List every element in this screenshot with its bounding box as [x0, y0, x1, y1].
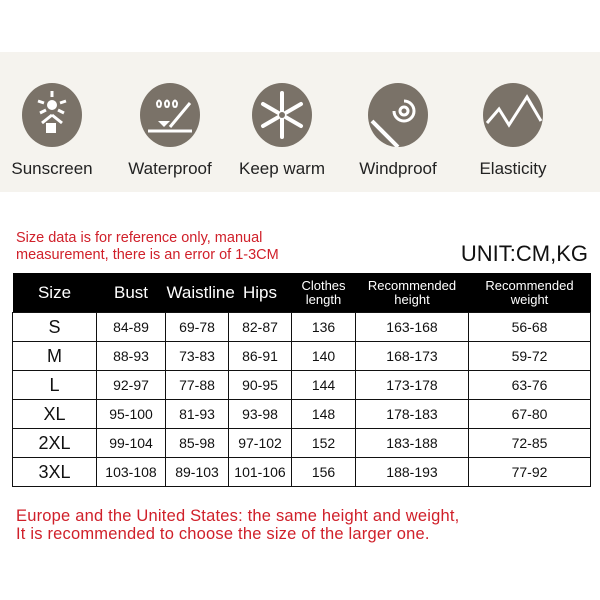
size-table: Size Bust Waistline Hips Clothes length Recom…: [12, 273, 591, 487]
elasticity-icon: [483, 83, 543, 147]
table-cell: 95-100: [96, 399, 166, 429]
table-cell: 77-92: [468, 457, 591, 487]
table-cell: 69-78: [165, 312, 229, 342]
table-cell: 93-98: [228, 399, 292, 429]
feature-windproof: Windproof: [343, 83, 453, 179]
table-cell: 92-97: [96, 370, 166, 400]
feature-label: Sunscreen: [11, 159, 93, 178]
table-cell: 90-95: [228, 370, 292, 400]
table-cell: 84-89: [96, 312, 166, 342]
reference-note: Size data is for reference only, manual …: [16, 230, 279, 264]
sunscreen-icon: [22, 83, 82, 147]
note-line: measurement, there is an error of 1-3CM: [16, 247, 279, 263]
table-cell: 101-106: [228, 457, 292, 487]
table-row: M 88-93 73-83 86-91 140 168-173 59-72: [12, 341, 591, 371]
table-cell: 97-102: [228, 428, 292, 458]
feature-label: Elasticity: [479, 159, 547, 178]
table-cell: 163-168: [355, 312, 469, 342]
size-cell: 2XL: [12, 428, 97, 458]
table-cell: 72-85: [468, 428, 591, 458]
table-cell: 73-83: [165, 341, 229, 371]
column-header: Recommended height: [355, 273, 469, 313]
table-row: 3XL 103-108 89-103 101-106 156 188-193 77-92: [12, 457, 591, 487]
table-cell: 81-93: [165, 399, 229, 429]
feature-label: Windproof: [359, 159, 437, 178]
table-row: XL 95-100 81-93 93-98 148 178-183 67-80: [12, 399, 591, 429]
table-cell: 85-98: [165, 428, 229, 458]
table-cell: 89-103: [165, 457, 229, 487]
table-cell: 82-87: [228, 312, 292, 342]
size-cell: S: [12, 312, 97, 342]
table-cell: 173-178: [355, 370, 469, 400]
column-header: Bust: [96, 273, 166, 313]
table-cell: 77-88: [165, 370, 229, 400]
feature-waterproof: Waterproof: [115, 83, 225, 179]
size-cell: XL: [12, 399, 97, 429]
table-cell: 56-68: [468, 312, 591, 342]
table-cell: 86-91: [228, 341, 292, 371]
column-header: Hips: [228, 273, 292, 313]
feature-label: Keep warm: [239, 159, 325, 178]
table-row: L 92-97 77-88 90-95 144 173-178 63-76: [12, 370, 591, 400]
table-cell: 152: [291, 428, 356, 458]
snowflake-icon: [252, 83, 312, 147]
unit-label: UNIT:CM,KG: [460, 241, 588, 266]
table-cell: 59-72: [468, 341, 591, 371]
feature-keep-warm: Keep warm: [227, 83, 337, 179]
table-cell: 148: [291, 399, 356, 429]
table-cell: 103-108: [96, 457, 166, 487]
feature-sunscreen: Sunscreen: [0, 83, 107, 179]
table-cell: 99-104: [96, 428, 166, 458]
wind-spiral-icon: [368, 83, 428, 147]
table-cell: 136: [291, 312, 356, 342]
table-cell: 144: [291, 370, 356, 400]
waterproof-icon: [140, 83, 200, 147]
table-cell: 183-188: [355, 428, 469, 458]
column-header: Clothes length: [291, 273, 356, 313]
table-cell: 63-76: [468, 370, 591, 400]
table-row: 2XL 99-104 85-98 97-102 152 183-188 72-85: [12, 428, 591, 458]
column-header: Size: [12, 273, 97, 313]
table-cell: 188-193: [355, 457, 469, 487]
note-line: Size data is for reference only, manual: [16, 230, 263, 246]
column-header: Waistline: [165, 273, 235, 313]
feature-label: Waterproof: [128, 159, 212, 178]
size-cell: L: [12, 370, 97, 400]
table-cell: 156: [291, 457, 356, 487]
size-cell: 3XL: [12, 457, 97, 487]
table-cell: 140: [291, 341, 356, 371]
footer-line: It is recommended to choose the size of …: [16, 525, 430, 543]
table-cell: 88-93: [96, 341, 166, 371]
table-row: S 84-89 69-78 82-87 136 163-168 56-68: [12, 312, 591, 342]
table-cell: 178-183: [355, 399, 469, 429]
footer-note: Europe and the United States: the same h…: [16, 507, 459, 543]
table-cell: 168-173: [355, 341, 469, 371]
feature-elasticity: Elasticity: [458, 83, 568, 179]
table-cell: 67-80: [468, 399, 591, 429]
footer-line: Europe and the United States: the same h…: [16, 507, 460, 525]
column-header: Recommended weight: [468, 273, 591, 313]
size-cell: M: [12, 341, 97, 371]
